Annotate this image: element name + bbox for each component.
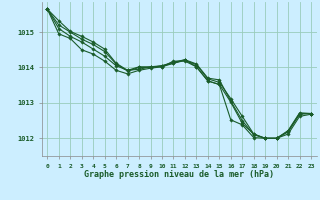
X-axis label: Graphe pression niveau de la mer (hPa): Graphe pression niveau de la mer (hPa) xyxy=(84,170,274,179)
